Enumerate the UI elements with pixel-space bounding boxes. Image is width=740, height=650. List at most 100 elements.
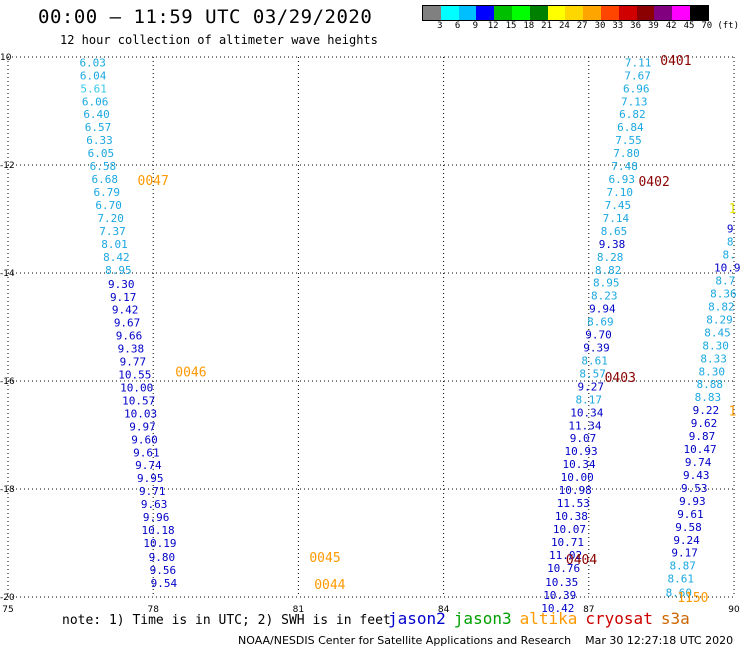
legend-jason3: jason3 (453, 609, 512, 628)
colorbar-swatch (458, 6, 477, 20)
pass-time-label: 0047 (138, 174, 169, 189)
wave-height-value: 8.28 (597, 251, 624, 264)
wave-height-value: 6.93 (608, 173, 635, 186)
wave-height-value: 8.87 (669, 560, 696, 573)
wave-height-value: 9.27 (577, 380, 604, 393)
colorbar-label: 9 (472, 21, 479, 31)
wave-height-value: 6.03 (79, 56, 106, 69)
colorbar-swatch (476, 6, 495, 20)
wave-height-value: 8.95 (105, 264, 132, 277)
wave-height-value: 8.60 (666, 587, 693, 600)
wave-height-value: 11.34 (568, 419, 601, 432)
pass-time-label: 1 (729, 202, 737, 217)
y-tick-label: -12 (0, 161, 15, 171)
wave-height-value: 6.82 (619, 108, 646, 121)
wave-height-value: 10.93 (564, 445, 597, 458)
wave-height-value: 9.22 (693, 404, 720, 417)
colorbar-swatch (654, 6, 673, 20)
wave-height-value: 9.42 (112, 304, 139, 317)
wave-height-value: 7.45 (605, 199, 632, 212)
x-tick-label: 87 (583, 605, 594, 615)
colorbar-label: 12 (487, 21, 499, 31)
wave-height-value: 9.07 (570, 432, 597, 445)
wave-height-value: 8.45 (704, 326, 731, 339)
colorbar-swatch (529, 6, 548, 20)
wave-height-value: 8.30 (698, 365, 725, 378)
colorbar-label: 33 (612, 21, 624, 31)
footnote: note: 1) Time is in UTC; 2) SWH is in fe… (62, 613, 391, 628)
colorbar-label: 24 (558, 21, 570, 31)
y-tick-label: -14 (0, 269, 15, 279)
wave-height-value: 9.71 (139, 485, 166, 498)
colorbar-swatch (600, 6, 619, 20)
wave-height-value: 9.38 (599, 238, 626, 251)
colorbar-label: 36 (630, 21, 642, 31)
colorbar-swatch (565, 6, 584, 20)
wave-height-value: 5.61 (80, 82, 107, 95)
wave-height-value: 9.95 (137, 472, 164, 485)
pass-time-label: 0403 (605, 371, 636, 386)
colorbar-label: 15 (505, 21, 517, 31)
wave-height-value: 9.77 (120, 356, 147, 369)
wave-height-value: 9.17 (671, 547, 698, 560)
legend-cryosat: cryosat (585, 609, 653, 628)
y-tick-label: -20 (0, 593, 15, 603)
x-tick-label: 84 (438, 605, 450, 615)
wave-height-value: 8.95 (593, 277, 620, 290)
wave-height-value: 8.01 (101, 238, 128, 251)
wave-height-value: 8.36 (710, 288, 737, 301)
wave-height-value: 7.80 (613, 147, 640, 160)
legend-jason2: jason2 (388, 609, 446, 628)
wave-height-value: 8.88 (697, 378, 724, 391)
wave-height-value: 9 (727, 223, 734, 236)
wave-height-value: 8.30 (702, 339, 729, 352)
x-tick-label: 81 (293, 605, 304, 615)
wave-height-value: 9.58 (675, 521, 702, 534)
wave-height-value: 11.02 (549, 549, 582, 562)
chart-title: 00:00 – 11:59 UTC 03/29/2020 (38, 6, 373, 28)
colorbar (422, 5, 709, 21)
wave-height-value: 10.47 (684, 443, 717, 456)
wave-height-value: 9.94 (589, 303, 616, 316)
colorbar-swatch (583, 6, 601, 20)
wave-height-value: 8.23 (591, 290, 618, 303)
wave-height-value: 7.11 (625, 56, 652, 69)
colorbar-label: 70 (701, 21, 713, 31)
wave-height-value: 7.67 (624, 69, 651, 82)
timestamp: Mar 30 12:27:18 UTC 2020 (585, 634, 734, 647)
colorbar-label: 21 (541, 21, 553, 31)
wave-height-value: 9.54 (151, 577, 178, 590)
wave-height-value: 9.24 (673, 534, 700, 547)
wave-height-value: 11.53 (557, 497, 590, 510)
wave-height-value: 9.97 (129, 420, 156, 433)
wave-height-value: 9.80 (149, 551, 176, 564)
wave-height-value: 10.00 (561, 471, 594, 484)
wave-height-value: 6.40 (83, 108, 110, 121)
wave-height-value: 10.34 (570, 406, 603, 419)
wave-height-value: 8.29 (706, 313, 733, 326)
y-tick-label: -18 (0, 485, 15, 495)
wave-height-value: 10.98 (559, 484, 592, 497)
wave-height-value: 10.55 (118, 369, 151, 382)
pass-time-label: 0402 (638, 175, 669, 190)
wave-height-value: 8. (723, 249, 736, 262)
x-tick-label: 75 (2, 605, 13, 615)
wave-height-value: 10.18 (141, 524, 174, 537)
colorbar-swatch (440, 6, 459, 20)
wave-height-value: 6.68 (92, 173, 119, 186)
wave-height-value: 9.70 (585, 329, 612, 342)
wave-height-value: 9.30 (108, 278, 135, 291)
wave-height-value: 9.63 (141, 498, 168, 511)
wave-height-value: 9.53 (681, 482, 708, 495)
wave-height-value: 9.87 (689, 430, 716, 443)
colorbar-label: 6 (454, 21, 461, 31)
colorbar-swatch (547, 6, 566, 20)
wave-height-value: 9.61 (677, 508, 704, 521)
colorbar-swatch (689, 6, 708, 20)
wave-height-value: 9.61 (133, 446, 160, 459)
pass-time-label: 0045 (309, 551, 340, 566)
wave-height-value: 8.82 (708, 300, 735, 313)
wave-height-value: 9.74 (685, 456, 712, 469)
wave-height-value: 9.67 (114, 317, 141, 330)
colorbar-units: (ft) (717, 21, 739, 31)
